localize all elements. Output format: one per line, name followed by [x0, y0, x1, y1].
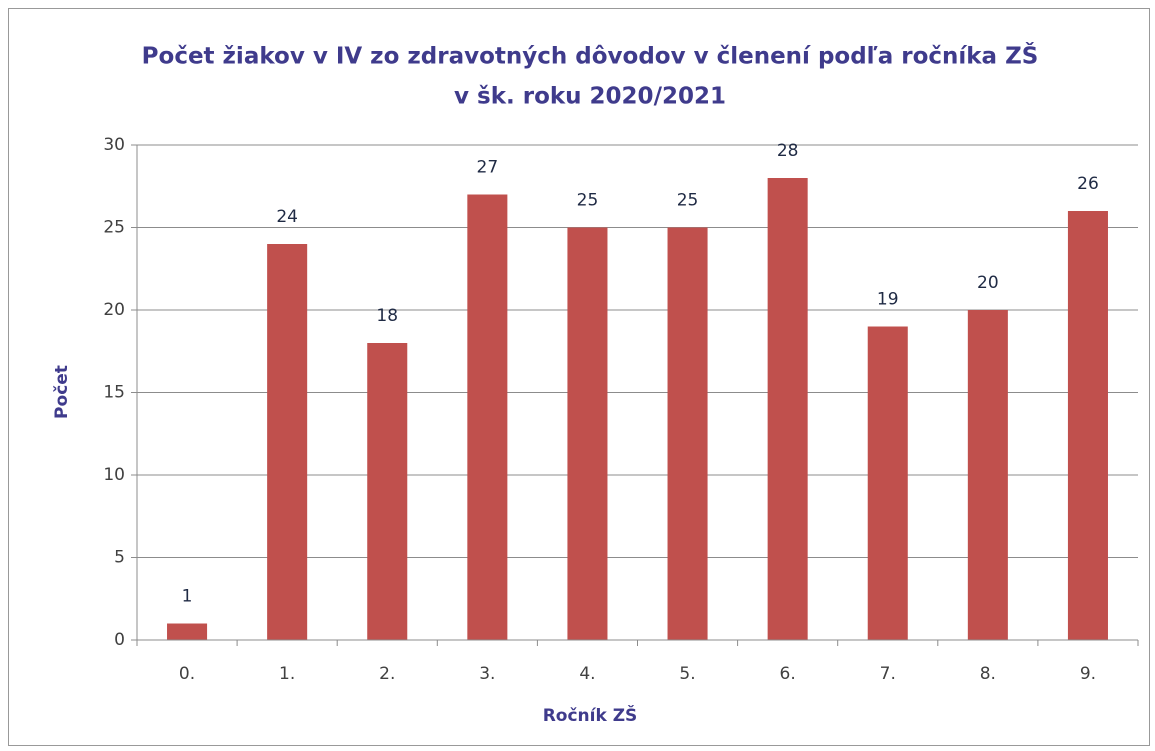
data-label: 18	[376, 306, 398, 326]
y-tick-label: 25	[103, 218, 125, 238]
bar	[867, 326, 908, 640]
bar	[967, 310, 1008, 640]
bar	[567, 227, 608, 640]
y-tick-label: 0	[114, 630, 125, 650]
bar	[467, 194, 508, 640]
x-tick-label: 5.	[679, 664, 695, 684]
x-tick-label: 4.	[579, 664, 595, 684]
y-tick-label: 20	[103, 300, 125, 320]
y-tick-label: 30	[103, 135, 125, 155]
x-tick-label: 9.	[1080, 664, 1096, 684]
y-tick-label: 15	[103, 383, 125, 403]
data-label: 25	[677, 191, 699, 211]
x-tick-label: 1.	[279, 664, 295, 684]
bar	[1067, 211, 1108, 640]
y-tick-label: 5	[114, 548, 125, 568]
data-label: 26	[1077, 174, 1099, 194]
bar	[767, 178, 808, 640]
bar	[267, 244, 308, 640]
data-label: 25	[577, 191, 599, 211]
x-tick-label: 6.	[780, 664, 796, 684]
x-tick-label: 2.	[379, 664, 395, 684]
data-label: 19	[877, 290, 899, 310]
data-label: 1	[182, 587, 193, 607]
x-tick-label: 7.	[880, 664, 896, 684]
chart-title: v šk. roku 2020/2021	[454, 84, 726, 110]
data-label: 20	[977, 273, 999, 293]
data-label: 24	[276, 207, 298, 227]
y-axis-title: Počet	[52, 365, 72, 419]
x-tick-label: 0.	[179, 664, 195, 684]
bar	[367, 343, 408, 640]
x-axis-title: Ročník ZŠ	[543, 704, 638, 726]
data-label: 27	[477, 158, 499, 178]
x-tick-label: 3.	[479, 664, 495, 684]
bar	[667, 227, 708, 640]
chart-title: Počet žiakov v IV zo zdravotných dôvodov…	[142, 42, 1039, 70]
bar	[167, 623, 208, 640]
data-label: 28	[777, 141, 799, 161]
y-tick-label: 10	[103, 465, 125, 485]
x-tick-label: 8.	[980, 664, 996, 684]
